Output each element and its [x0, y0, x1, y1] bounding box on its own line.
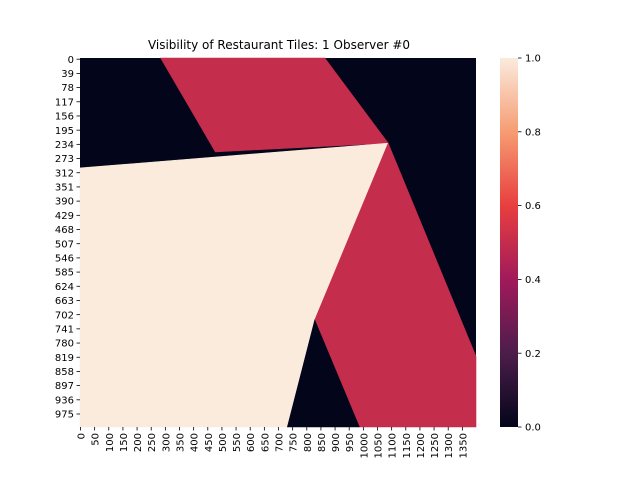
x-tick-label: 1300 — [444, 433, 455, 458]
x-tick-label: 1250 — [430, 433, 441, 458]
heatmap-region-2 — [314, 142, 477, 428]
y-tick-label: 780 — [55, 339, 74, 350]
y-tick-label: 624 — [55, 282, 74, 293]
y-tick-label: 936 — [55, 395, 74, 406]
colorbar: 0.0 0.2 0.4 0.6 0.8 1.0 — [500, 54, 541, 434]
x-tick-label: 750 — [289, 433, 300, 452]
heatmap-region-3 — [286, 319, 360, 428]
x-tick-label: 0 — [77, 433, 88, 439]
x-tick-label: 500 — [218, 433, 229, 452]
x-tick-label: 100 — [105, 433, 116, 452]
x-tick-label: 200 — [133, 433, 144, 452]
chart-title: Visibility of Restaurant Tiles: 1 Observ… — [148, 38, 410, 52]
y-tick-label: 702 — [55, 310, 74, 321]
x-tick-label: 250 — [147, 433, 158, 452]
y-tick-label: 585 — [55, 268, 74, 279]
x-tick-label: 550 — [232, 433, 243, 452]
x-tick-label: 600 — [246, 433, 257, 452]
x-tick-label: 1350 — [458, 433, 469, 458]
colorbar-tick-label: 0.0 — [525, 423, 541, 434]
x-tick-label: 1100 — [388, 433, 399, 458]
y-tick-label: 975 — [55, 410, 74, 421]
x-tick-label: 850 — [317, 433, 328, 452]
y-tick-label: 234 — [55, 140, 74, 151]
y-tick-label: 351 — [55, 183, 74, 194]
y-tick-label: 741 — [55, 324, 74, 335]
x-tick-label: 350 — [176, 433, 187, 452]
y-axis: 0 39 78 117 156 195 234 273 312 351 390 429 468 507 54… — [55, 55, 80, 421]
x-tick-label: 1200 — [416, 433, 427, 458]
y-tick-label: 78 — [61, 83, 74, 94]
x-axis: 0 50 100 150 200 250 300 350 400 450 500 550 600 650 7… — [77, 427, 469, 458]
colorbar-tick-label: 0.8 — [525, 127, 541, 138]
y-tick-label: 390 — [55, 197, 74, 208]
x-tick-label: 800 — [303, 433, 314, 452]
y-tick-label: 117 — [55, 97, 74, 108]
y-tick-label: 663 — [55, 296, 74, 307]
x-tick-label: 450 — [204, 433, 215, 452]
y-tick-label: 195 — [55, 126, 74, 137]
y-tick-label: 156 — [55, 112, 74, 123]
y-tick-label: 312 — [55, 168, 74, 179]
y-tick-label: 0 — [68, 55, 74, 66]
y-tick-label: 507 — [55, 239, 74, 250]
x-tick-label: 300 — [161, 433, 172, 452]
x-tick-label: 1150 — [402, 433, 413, 458]
colorbar-tick-label: 1.0 — [525, 54, 541, 65]
y-tick-label: 39 — [61, 69, 74, 80]
x-tick-label: 1050 — [374, 433, 385, 458]
x-tick-label: 650 — [260, 433, 271, 452]
y-tick-label: 468 — [55, 225, 74, 236]
y-tick-label: 819 — [55, 353, 74, 364]
x-tick-label: 150 — [119, 433, 130, 452]
y-tick-label: 546 — [55, 253, 74, 264]
x-tick-label: 950 — [345, 433, 356, 452]
x-tick-label: 400 — [190, 433, 201, 452]
x-tick-label: 900 — [331, 433, 342, 452]
plot-area — [79, 57, 477, 428]
colorbar-tick-label: 0.2 — [525, 349, 541, 360]
y-tick-label: 429 — [55, 211, 74, 222]
colorbar-bar — [500, 58, 518, 427]
x-tick-label: 1000 — [359, 433, 370, 458]
x-tick-label: 50 — [91, 433, 102, 446]
colorbar-tick-label: 0.6 — [525, 201, 541, 212]
y-tick-label: 273 — [55, 154, 74, 165]
y-tick-label: 897 — [55, 381, 74, 392]
x-tick-label: 700 — [275, 433, 286, 452]
y-tick-label: 858 — [55, 367, 74, 378]
colorbar-tick-label: 0.4 — [525, 275, 541, 286]
